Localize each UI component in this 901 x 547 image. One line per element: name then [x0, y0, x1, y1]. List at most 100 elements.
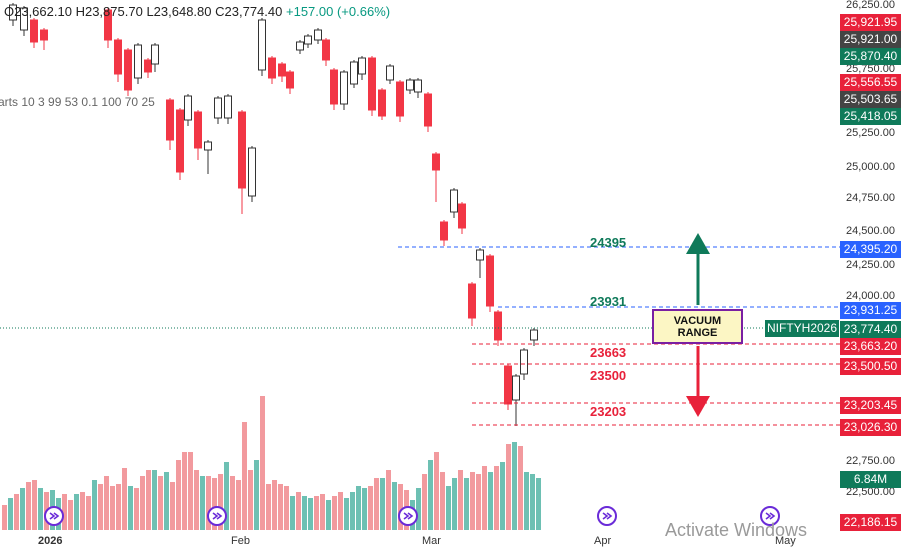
volume-bar	[122, 468, 127, 530]
ohlc-low: L23,648.80	[146, 4, 212, 19]
volume-bar	[158, 476, 163, 530]
x-tick-label: Apr	[594, 535, 612, 547]
y-tick-label: 22,750.00	[846, 455, 895, 467]
candle	[184, 94, 192, 126]
event-arrow-icon	[49, 512, 60, 520]
candle	[476, 248, 484, 278]
candle	[504, 364, 512, 410]
candle	[124, 48, 132, 96]
volume-bar	[284, 486, 289, 530]
price-tag: 23,931.25	[840, 302, 901, 319]
volume-bar	[32, 480, 37, 530]
price-tag: 25,418.05	[840, 108, 901, 125]
volume-bar	[320, 494, 325, 530]
event-arrow-icon	[602, 512, 613, 520]
volume-bar	[68, 500, 73, 530]
candle	[378, 88, 386, 120]
down-arrow-icon	[686, 346, 710, 417]
ohlc-open: O23,662.10	[4, 4, 72, 19]
price-tag: 23,663.20	[840, 338, 901, 355]
level-label-23931: 23931	[590, 294, 626, 309]
volume-bar	[464, 478, 469, 530]
y-tick-label: 24,250.00	[846, 259, 895, 271]
volume-bar	[86, 496, 91, 530]
volume-tag: 6.84M	[840, 471, 901, 488]
activate-windows-watermark: Activate Windows	[665, 520, 808, 540]
candle	[30, 18, 38, 48]
volume-bar	[188, 452, 193, 530]
price-tag: 23,203.45	[840, 397, 901, 414]
volume-bar	[110, 486, 115, 530]
volume-bar	[14, 494, 19, 530]
candle	[151, 43, 159, 72]
volume-bar	[164, 472, 169, 530]
level-label-23203: 23203	[590, 404, 626, 419]
candle	[194, 110, 202, 160]
volume-bar	[224, 462, 229, 530]
volume-bar	[248, 470, 253, 530]
vacuum-range-box: VACUUM RANGE	[652, 309, 743, 344]
volume-bar	[296, 492, 301, 530]
volume-bar	[302, 496, 307, 530]
volume-bar	[314, 496, 319, 530]
candle	[20, 6, 28, 36]
volume-bar	[500, 462, 505, 530]
candle	[9, 3, 17, 26]
volume-bar	[356, 486, 361, 530]
volume-bar	[524, 472, 529, 530]
ohlc-high: H23,875.70	[75, 4, 143, 19]
candle	[340, 70, 348, 110]
volume-bar	[290, 496, 295, 530]
level-label-23500: 23500	[590, 368, 626, 383]
volume-bar	[116, 484, 121, 530]
volume-bar	[416, 488, 421, 530]
volume-bar	[488, 472, 493, 530]
volume-bar	[398, 484, 403, 530]
candle	[224, 94, 232, 124]
candle	[104, 8, 112, 48]
candle	[486, 254, 494, 312]
candle	[176, 108, 184, 180]
volume-bar	[230, 476, 235, 530]
volume-bar	[530, 474, 535, 530]
candle	[406, 78, 414, 94]
volume-bar	[308, 498, 313, 530]
y-tick-label: 25,000.00	[846, 161, 895, 173]
candle	[144, 58, 152, 78]
candle	[424, 92, 432, 132]
volume-bar	[512, 442, 517, 530]
price-tag: 25,921.95	[840, 14, 901, 31]
price-tag: 25,556.55	[840, 74, 901, 91]
candle	[304, 34, 312, 48]
candle	[322, 38, 330, 66]
volume-bar	[458, 470, 463, 530]
candle	[286, 70, 294, 94]
volume-bar	[254, 460, 259, 530]
volume-bar	[236, 480, 241, 530]
volume-bar	[338, 492, 343, 530]
candle	[258, 18, 266, 76]
candle	[314, 28, 322, 44]
x-tick-label: May	[775, 535, 796, 547]
volume-bar	[470, 472, 475, 530]
candle	[166, 98, 174, 150]
x-tick-label: Mar	[422, 535, 441, 547]
volume-bar	[428, 460, 433, 530]
volume-bar	[170, 482, 175, 530]
price-tag: 25,503.65	[840, 91, 901, 108]
volume-bar	[380, 478, 385, 530]
price-tag: 22,186.15	[840, 514, 901, 531]
candle	[450, 188, 458, 218]
up-arrow-icon	[686, 233, 710, 305]
x-tick-label: 2026	[38, 535, 63, 547]
volume-bar	[536, 478, 541, 530]
volume-bar	[350, 492, 355, 530]
volume-bar	[74, 494, 79, 530]
candle	[204, 140, 212, 174]
event-arrow-icon	[403, 512, 414, 520]
y-tick-label: 24,750.00	[846, 192, 895, 204]
level-label-24395: 24395	[590, 235, 626, 250]
candle	[296, 40, 304, 54]
volume-bar	[2, 505, 7, 530]
